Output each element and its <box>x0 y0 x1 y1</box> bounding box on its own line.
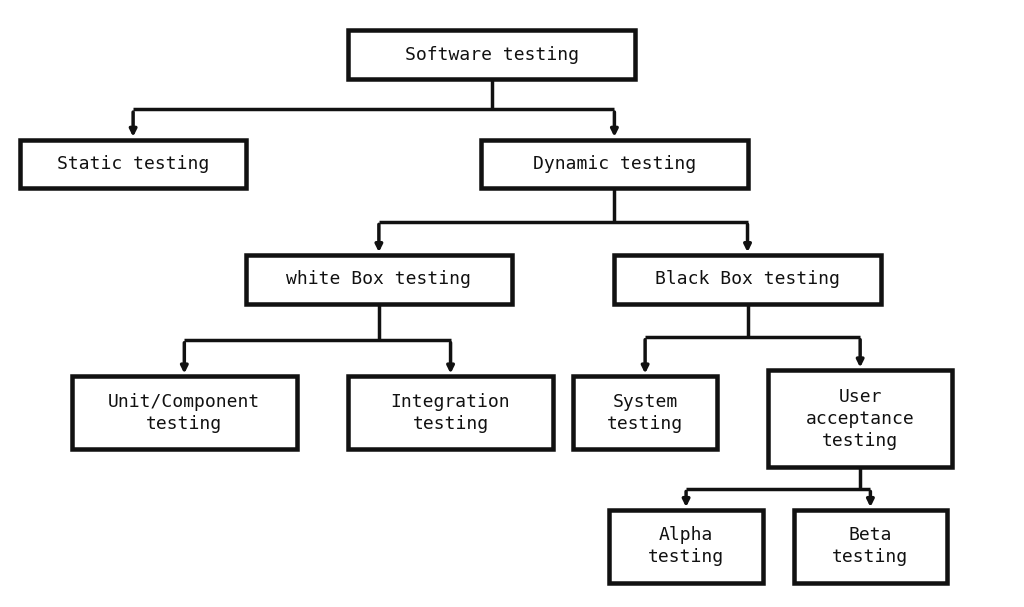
Text: Static testing: Static testing <box>57 155 209 173</box>
Text: Dynamic testing: Dynamic testing <box>532 155 696 173</box>
FancyBboxPatch shape <box>609 510 763 583</box>
FancyBboxPatch shape <box>794 510 947 583</box>
FancyBboxPatch shape <box>573 376 717 449</box>
Text: Unit/Component
testing: Unit/Component testing <box>109 393 260 433</box>
Text: Software testing: Software testing <box>404 46 579 64</box>
FancyBboxPatch shape <box>20 140 246 188</box>
Text: Beta
testing: Beta testing <box>833 526 908 566</box>
FancyBboxPatch shape <box>768 370 952 467</box>
FancyBboxPatch shape <box>614 255 881 304</box>
Text: System
testing: System testing <box>607 393 683 433</box>
Text: User
acceptance
testing: User acceptance testing <box>806 388 914 450</box>
Text: Integration
testing: Integration testing <box>391 393 510 433</box>
FancyBboxPatch shape <box>481 140 748 188</box>
Text: Alpha
testing: Alpha testing <box>648 526 724 566</box>
Text: white Box testing: white Box testing <box>287 270 471 288</box>
FancyBboxPatch shape <box>72 376 297 449</box>
FancyBboxPatch shape <box>348 30 635 79</box>
FancyBboxPatch shape <box>348 376 553 449</box>
Text: Black Box testing: Black Box testing <box>655 270 840 288</box>
FancyBboxPatch shape <box>246 255 512 304</box>
